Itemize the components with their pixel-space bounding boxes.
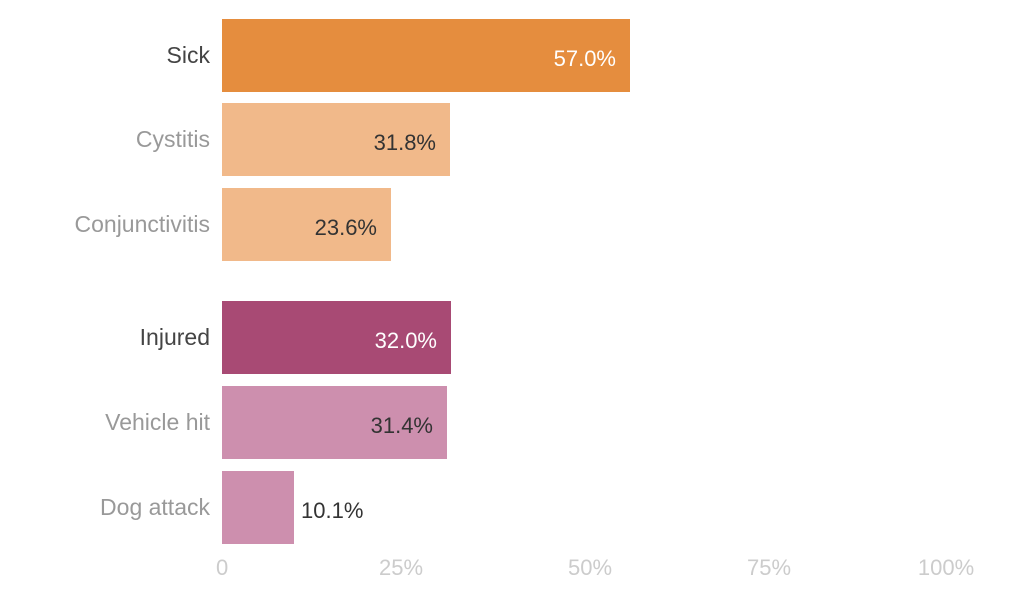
bar [222,471,294,544]
x-axis-tick-label: 75% [746,555,792,580]
category-label: Dog attack [100,494,210,520]
x-axis-tick-label: 50% [567,555,613,580]
value-label: 23.6% [314,215,377,240]
value-label: 57.0% [553,46,616,71]
category-label: Conjunctivitis [74,211,211,237]
value-label: 32.0% [374,328,437,353]
category-label: Vehicle hit [105,409,210,435]
bar [222,301,451,374]
value-label: 31.8% [373,130,436,155]
bar [222,19,630,92]
x-axis-tick-label: 0 [216,555,229,580]
value-label: 31.4% [370,413,433,438]
category-label: Injured [139,324,210,350]
bar [222,386,447,459]
x-axis-tick-label: 100% [917,555,975,580]
value-label: 10.1% [301,498,364,523]
category-label: Sick [166,42,210,68]
category-label: Cystitis [135,126,210,152]
x-axis-tick-label: 25% [378,555,424,580]
bar [222,103,450,176]
bar [222,188,391,261]
